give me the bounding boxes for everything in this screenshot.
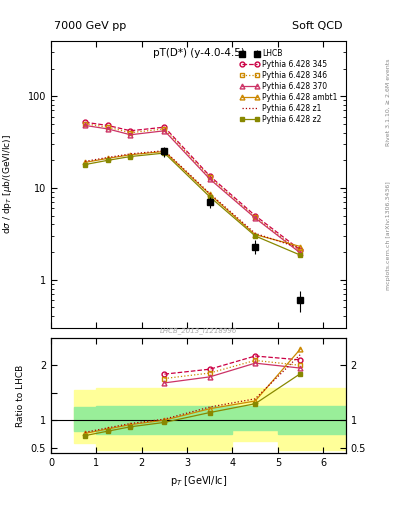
Line: Pythia 6.428 z2: Pythia 6.428 z2 — [83, 151, 303, 258]
Pythia 6.428 346 — [105, 124, 110, 130]
Pythia 6.428 345 — [253, 212, 257, 219]
Pythia 6.428 ambt1 — [105, 155, 110, 161]
Pythia 6.428 z1 — [162, 147, 167, 154]
Pythia 6.428 z2 — [208, 194, 212, 200]
Bar — [142, 389, 187, 451]
Text: mcplots.cern.ch [arXiv:1306.3436]: mcplots.cern.ch [arXiv:1306.3436] — [386, 181, 391, 290]
Y-axis label: d$\sigma$ / dp$_T$ [$\mu$b/(GeVI/lc)]: d$\sigma$ / dp$_T$ [$\mu$b/(GeVI/lc)] — [1, 134, 14, 234]
Bar — [278, 406, 346, 435]
Pythia 6.428 346 — [162, 126, 167, 132]
Pythia 6.428 z2 — [298, 252, 303, 258]
Pythia 6.428 z1 — [208, 190, 212, 197]
Pythia 6.428 z1 — [83, 158, 88, 164]
Line: Pythia 6.428 370: Pythia 6.428 370 — [83, 123, 303, 255]
Pythia 6.428 z1 — [298, 245, 303, 251]
Text: Rivet 3.1.10, ≥ 2.6M events: Rivet 3.1.10, ≥ 2.6M events — [386, 59, 391, 146]
Pythia 6.428 ambt1 — [253, 231, 257, 238]
Pythia 6.428 z1 — [253, 230, 257, 237]
Pythia 6.428 z2 — [83, 161, 88, 167]
Bar — [187, 406, 233, 435]
Pythia 6.428 370 — [128, 132, 133, 138]
Y-axis label: Ratio to LHCB: Ratio to LHCB — [16, 365, 25, 426]
Pythia 6.428 ambt1 — [128, 152, 133, 158]
Bar — [96, 389, 119, 451]
Pythia 6.428 z2 — [253, 233, 257, 239]
Pythia 6.428 z2 — [105, 157, 110, 163]
Pythia 6.428 346 — [253, 214, 257, 220]
Pythia 6.428 346 — [298, 249, 303, 255]
Pythia 6.428 345 — [83, 119, 88, 125]
X-axis label: p$_T$ [GeVI/lc]: p$_T$ [GeVI/lc] — [170, 474, 227, 487]
Pythia 6.428 ambt1 — [83, 159, 88, 165]
Bar — [278, 389, 346, 451]
Line: Pythia 6.428 345: Pythia 6.428 345 — [83, 120, 303, 252]
Bar — [187, 389, 233, 451]
Line: Pythia 6.428 346: Pythia 6.428 346 — [83, 121, 303, 254]
Pythia 6.428 370 — [253, 215, 257, 221]
Pythia 6.428 ambt1 — [162, 148, 167, 155]
Pythia 6.428 345 — [298, 247, 303, 253]
Text: LHCB_2013_I1218996: LHCB_2013_I1218996 — [160, 328, 237, 334]
Pythia 6.428 ambt1 — [298, 243, 303, 249]
Bar — [74, 390, 96, 443]
Pythia 6.428 370 — [162, 127, 167, 134]
Pythia 6.428 370 — [83, 122, 88, 129]
Line: Pythia 6.428 z1: Pythia 6.428 z1 — [85, 151, 301, 248]
Pythia 6.428 ambt1 — [208, 191, 212, 198]
Bar — [119, 406, 142, 435]
Pythia 6.428 z1 — [105, 155, 110, 161]
Pythia 6.428 370 — [298, 250, 303, 256]
Pythia 6.428 370 — [208, 176, 212, 182]
Pythia 6.428 z1 — [128, 151, 133, 157]
Pythia 6.428 345 — [162, 124, 167, 130]
Bar — [233, 389, 278, 441]
Bar — [119, 389, 142, 451]
Text: Soft QCD: Soft QCD — [292, 21, 343, 31]
Pythia 6.428 346 — [208, 175, 212, 181]
Pythia 6.428 346 — [83, 121, 88, 127]
Bar — [142, 406, 187, 435]
Pythia 6.428 z2 — [162, 150, 167, 156]
Text: pT(D*) (y-4.0-4.5): pT(D*) (y-4.0-4.5) — [152, 48, 244, 58]
Pythia 6.428 345 — [128, 127, 133, 134]
Pythia 6.428 z2 — [128, 154, 133, 160]
Text: 7000 GeV pp: 7000 GeV pp — [54, 21, 126, 31]
Bar — [96, 406, 119, 435]
Pythia 6.428 345 — [208, 173, 212, 179]
Legend: LHCB, Pythia 6.428 345, Pythia 6.428 346, Pythia 6.428 370, Pythia 6.428 ambt1, : LHCB, Pythia 6.428 345, Pythia 6.428 346… — [239, 48, 339, 125]
Line: Pythia 6.428 ambt1: Pythia 6.428 ambt1 — [83, 149, 303, 249]
Bar — [74, 407, 96, 431]
Pythia 6.428 345 — [105, 122, 110, 129]
Bar — [233, 406, 278, 430]
Pythia 6.428 370 — [105, 126, 110, 132]
Pythia 6.428 346 — [128, 130, 133, 136]
